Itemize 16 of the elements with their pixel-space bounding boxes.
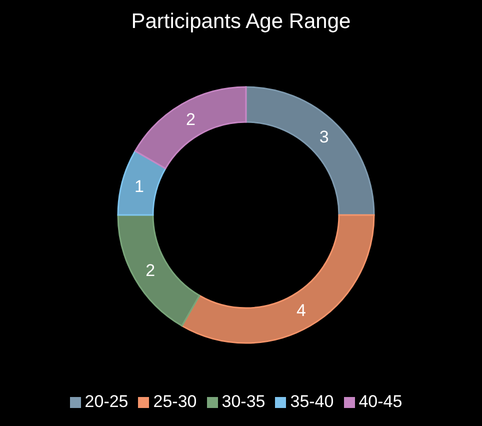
donut-slice [181, 214, 375, 344]
legend-label: 40-45 [358, 392, 402, 411]
chart-title: Participants Age Range [130, 10, 352, 34]
donut-slice [245, 86, 375, 216]
legend-label: 35-40 [290, 392, 334, 411]
data-label: 2 [146, 260, 156, 280]
legend-label: 20-25 [84, 392, 128, 411]
data-label: 2 [186, 110, 196, 129]
legend-label: 30-35 [222, 392, 266, 411]
donut-slice [134, 86, 247, 170]
data-label: 1 [134, 176, 144, 196]
data-label: 3 [319, 127, 329, 146]
legend-label: 25-30 [153, 392, 197, 411]
donut-slice [117, 150, 166, 216]
data-label: 4 [296, 301, 306, 320]
donut-slice [117, 214, 200, 327]
